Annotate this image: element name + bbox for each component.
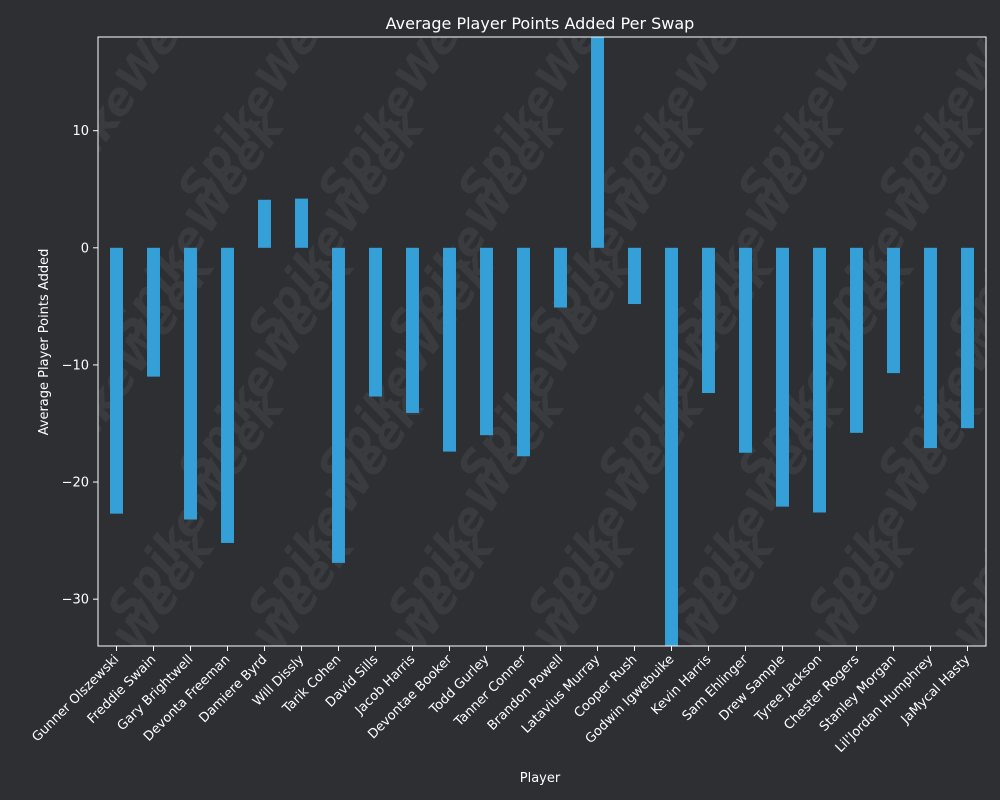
bar-drew-sample [776, 247, 789, 507]
bar-jamycal-hasty [961, 247, 974, 429]
watermark-text: SpikeWeek [28, 521, 226, 774]
bar-david-sills [369, 247, 382, 397]
bar-latavius-murray [591, 37, 604, 248]
bar-kevin-harris [702, 247, 715, 394]
chart-title: Average Player Points Added Per Swap [386, 14, 695, 33]
bar-devontae-booker [443, 247, 456, 452]
bar-chester-rogers [850, 247, 863, 433]
bar-tyree-jackson [813, 247, 826, 513]
bar-gunner-olszewski [110, 247, 123, 514]
bar-tanner-conner [517, 247, 530, 457]
bar-gary-brightwell [184, 247, 197, 520]
bars [110, 37, 974, 647]
bar-jacob-harris [406, 247, 419, 413]
bar-tarik-cohen [332, 247, 345, 563]
bar-will-dissly [295, 198, 308, 248]
y-tick-label: −20 [62, 476, 89, 491]
y-tick-label: −30 [62, 593, 89, 608]
bar-damiere-byrd [258, 199, 271, 248]
y-axis-label: Average Player Points Added [37, 249, 52, 436]
x-axis-label: Player [520, 771, 561, 786]
bar-cooper-rush [628, 247, 641, 305]
y-tick-label: −10 [62, 358, 89, 373]
bar-devonta-freeman [221, 247, 234, 543]
plot-frame [97, 36, 987, 647]
bar-brandon-powell [554, 247, 567, 308]
bar-todd-gurley [480, 247, 493, 436]
y-axis: −30 −20 −10 0 10 [62, 124, 98, 608]
bar-stanley-morgan [887, 247, 900, 374]
bar-lil-jordan-humphrey [924, 247, 937, 449]
bar-freddie-swain [147, 247, 160, 377]
bar-godwin-igwebuike [665, 247, 678, 647]
y-tick-label: 0 [81, 241, 89, 256]
bar-sam-ehlinger [739, 247, 752, 453]
y-tick-label: 10 [72, 124, 89, 139]
